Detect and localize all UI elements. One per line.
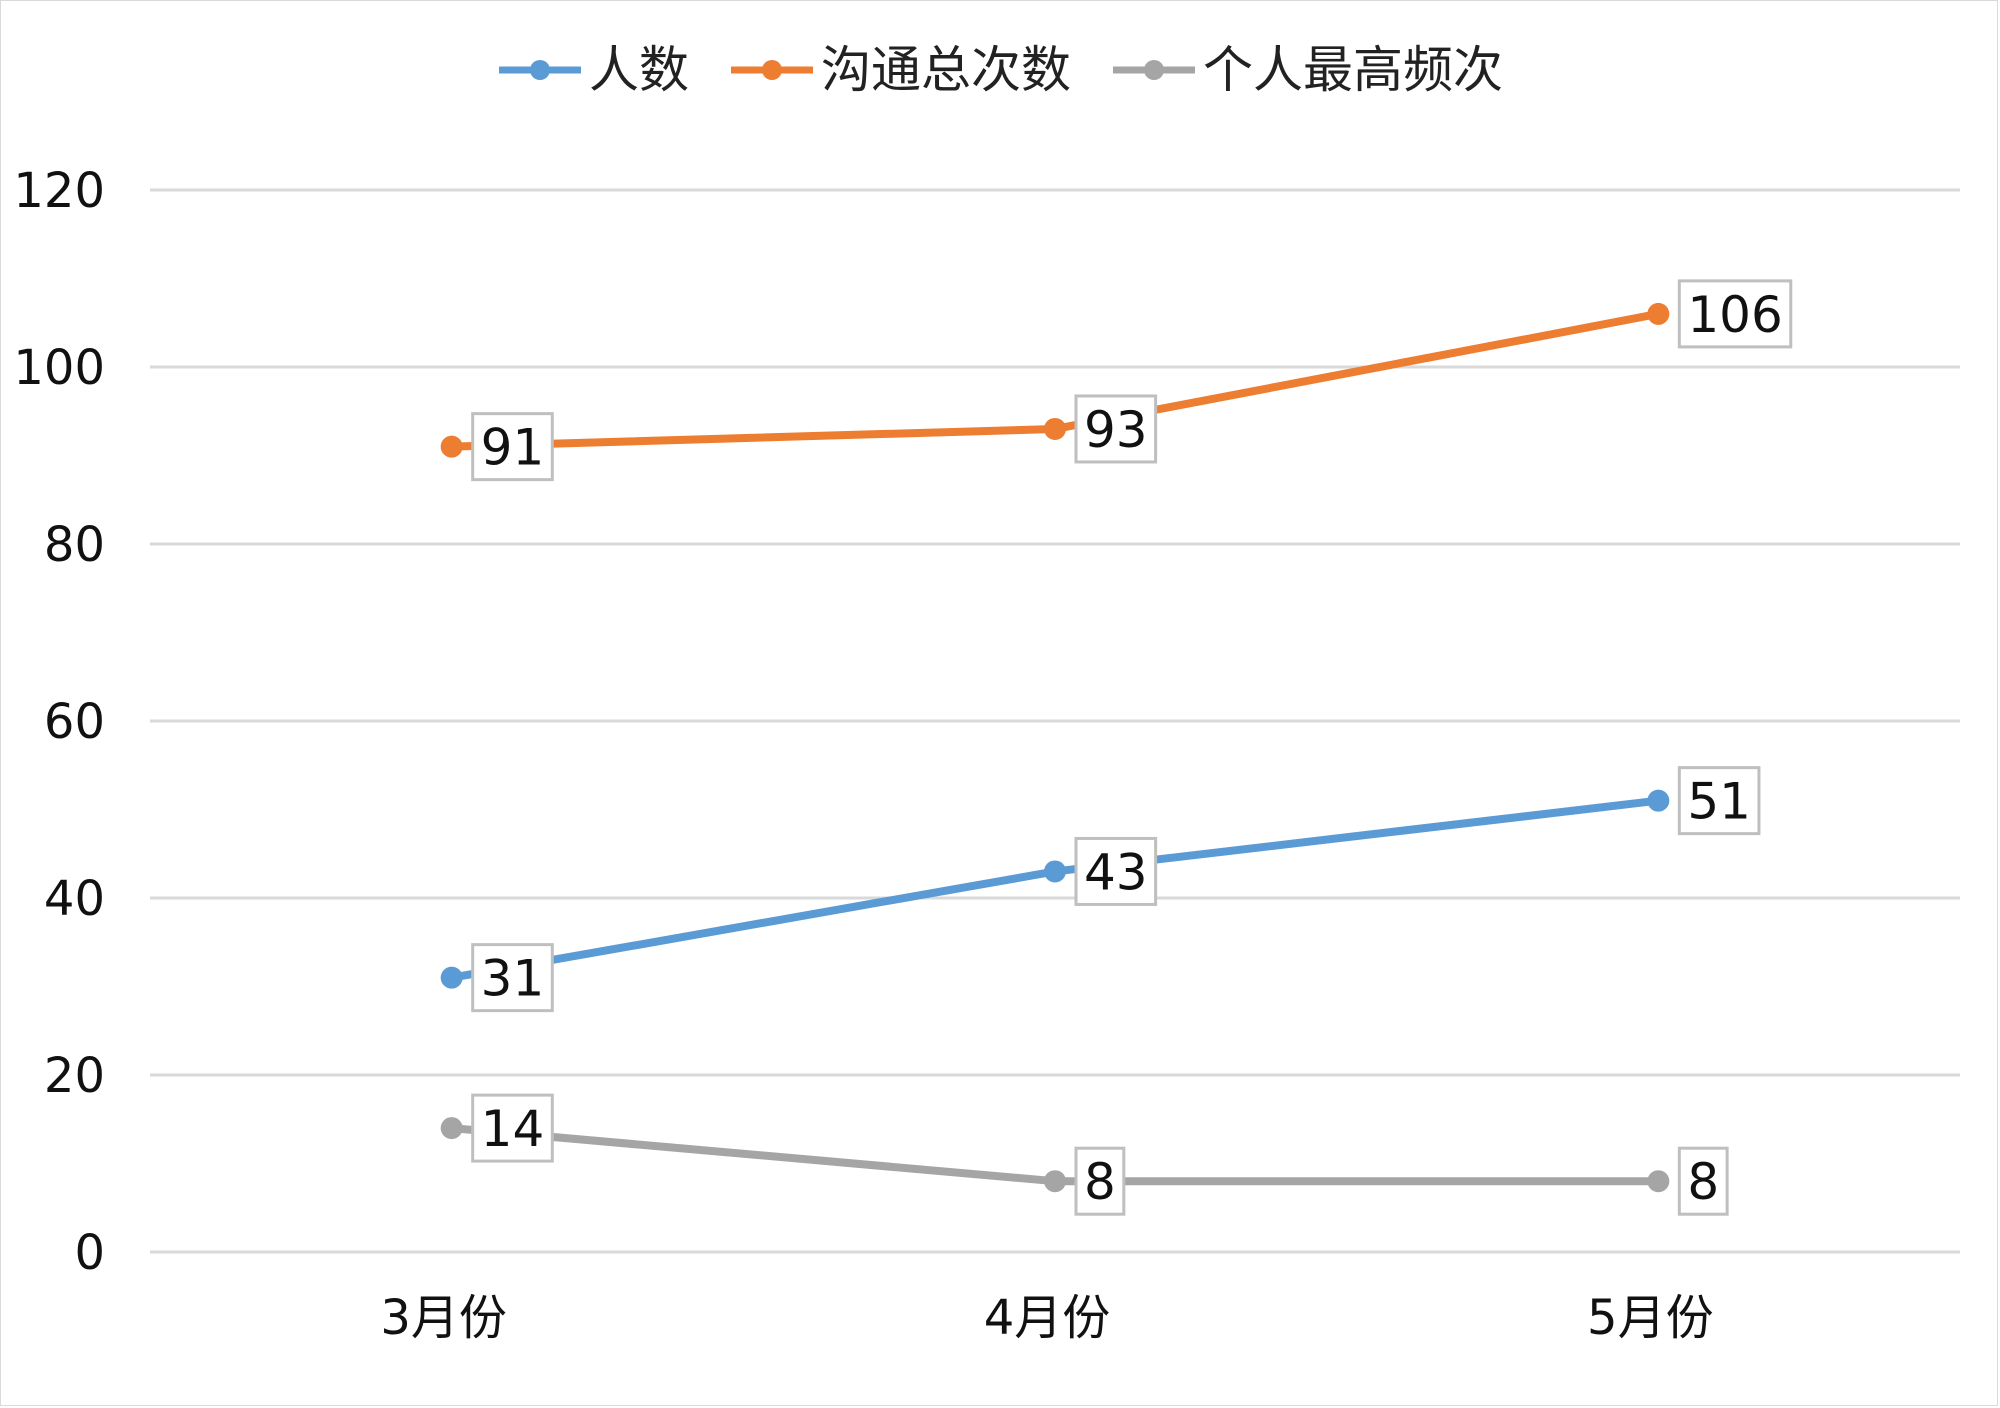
legend-item-max-individual-frequency: 个人最高频次 bbox=[1111, 40, 1503, 100]
data-label: 8 bbox=[1074, 1146, 1126, 1216]
data-label-text: 106 bbox=[1687, 286, 1782, 344]
legend-swatch-people bbox=[499, 60, 581, 80]
data-label-text: 14 bbox=[481, 1100, 545, 1158]
legend-label-total-communications: 沟通总次数 bbox=[821, 41, 1071, 99]
data-label-text: 8 bbox=[1687, 1153, 1719, 1211]
data-label-text: 43 bbox=[1084, 843, 1148, 901]
data-label: 93 bbox=[1074, 394, 1158, 464]
y-tick-label: 100 bbox=[13, 340, 105, 396]
data-point bbox=[1044, 860, 1066, 883]
data-point bbox=[440, 1117, 463, 1140]
data-label-text: 31 bbox=[481, 950, 545, 1008]
data-label: 31 bbox=[471, 943, 554, 1013]
y-tick-label: 120 bbox=[13, 163, 105, 219]
data-point bbox=[440, 435, 463, 458]
y-tick-label: 20 bbox=[44, 1048, 105, 1104]
series-layer bbox=[440, 302, 1670, 1193]
data-label-text: 8 bbox=[1084, 1153, 1116, 1211]
data-label-box bbox=[1074, 394, 1158, 464]
data-label-text: 93 bbox=[1084, 401, 1148, 459]
legend-item-total-communications: 沟通总次数 bbox=[729, 40, 1071, 100]
data-point bbox=[1647, 302, 1670, 325]
data-label-box bbox=[1677, 766, 1761, 836]
legend-label-people: 人数 bbox=[589, 41, 689, 99]
data-labels-layer: 31 43 51 91 93 106 14 8 8 bbox=[471, 279, 1793, 1216]
data-label-text: 91 bbox=[481, 419, 545, 477]
series-line bbox=[447, 796, 1663, 982]
data-point bbox=[1044, 417, 1066, 440]
x-axis: 3月份 4月份 5月份 bbox=[380, 1290, 1713, 1346]
legend-swatch-max-individual-frequency bbox=[1113, 60, 1195, 80]
series-1 bbox=[440, 302, 1670, 458]
data-label-box bbox=[471, 412, 554, 482]
data-point bbox=[1647, 789, 1670, 812]
x-tick-label: 5月份 bbox=[1587, 1290, 1714, 1346]
x-tick-label: 4月份 bbox=[984, 1290, 1111, 1346]
y-tick-label: 40 bbox=[44, 871, 105, 927]
y-tick-label: 0 bbox=[74, 1225, 105, 1281]
legend-label-max-individual-frequency: 个人最高频次 bbox=[1203, 41, 1503, 99]
series-0 bbox=[440, 789, 1670, 989]
chart-legend: 人数 沟通总次数 个人最高频次 bbox=[0, 40, 2000, 100]
data-label: 106 bbox=[1677, 279, 1793, 349]
data-label: 14 bbox=[471, 1093, 554, 1163]
data-label: 51 bbox=[1677, 766, 1761, 836]
y-axis: 0 20 40 60 80 100 120 bbox=[13, 163, 105, 1281]
legend-swatch-total-communications bbox=[731, 60, 813, 80]
y-tick-label: 60 bbox=[44, 694, 105, 750]
data-label: 8 bbox=[1677, 1146, 1729, 1216]
data-label-box bbox=[471, 943, 554, 1013]
data-label-box bbox=[1074, 836, 1158, 906]
data-label: 91 bbox=[471, 412, 554, 482]
y-tick-label: 80 bbox=[44, 517, 105, 573]
gridlines bbox=[150, 188, 1960, 1254]
data-label-box bbox=[471, 1093, 554, 1163]
data-point bbox=[440, 966, 463, 989]
series-2 bbox=[440, 1117, 1670, 1193]
data-point bbox=[1044, 1170, 1066, 1193]
data-label: 43 bbox=[1074, 836, 1158, 906]
data-label-box bbox=[1677, 1146, 1729, 1216]
legend-item-people: 人数 bbox=[497, 40, 689, 100]
data-label-box bbox=[1677, 279, 1793, 349]
data-label-box bbox=[1074, 1146, 1126, 1216]
x-tick-label: 3月份 bbox=[380, 1290, 507, 1346]
data-point bbox=[1647, 1170, 1670, 1193]
data-label-text: 51 bbox=[1687, 773, 1751, 831]
